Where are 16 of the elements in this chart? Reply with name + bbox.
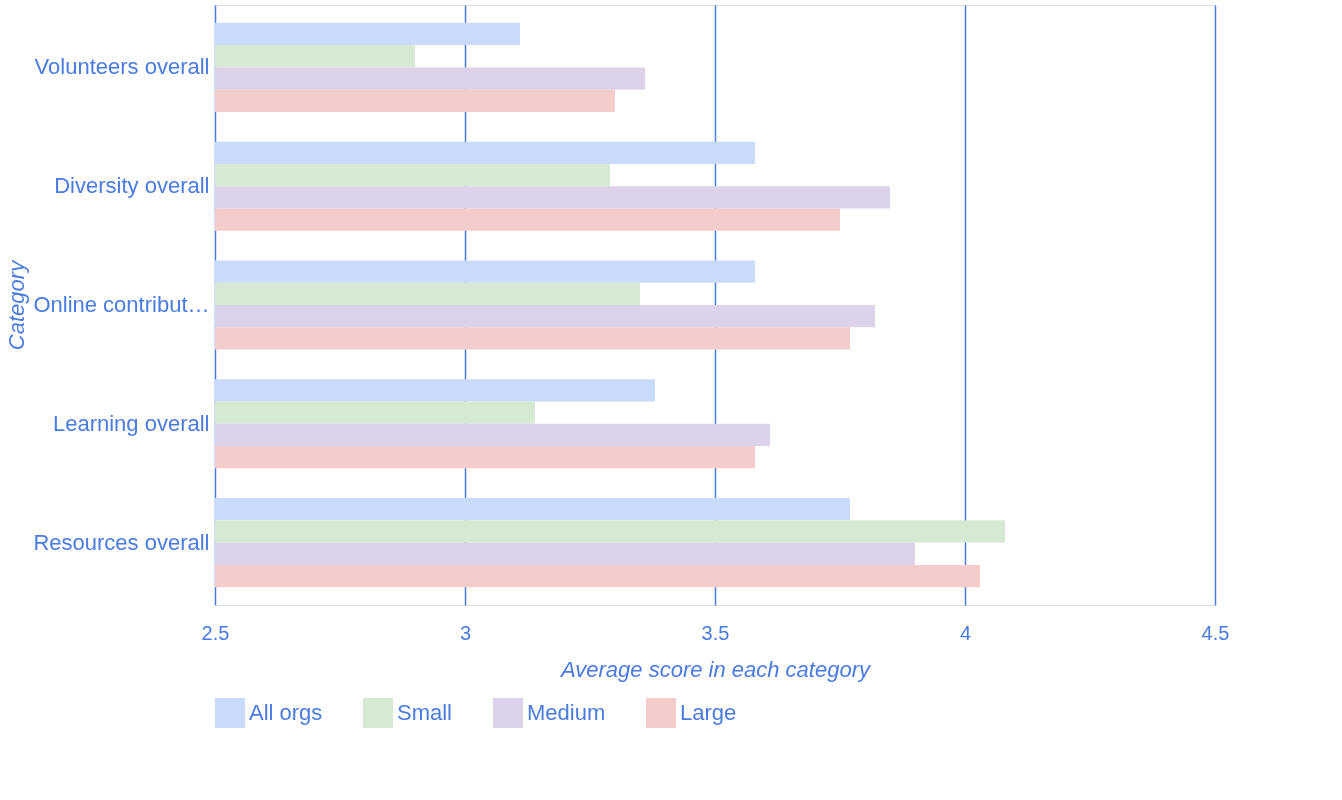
legend-label: Medium xyxy=(527,700,606,725)
legend-label: All orgs xyxy=(249,700,323,725)
y-tick-label: Diversity overall xyxy=(54,173,210,199)
legend-label: Small xyxy=(397,700,453,725)
x-tick-label: 3 xyxy=(459,621,472,644)
y-tick-label: Online contribut… xyxy=(33,292,210,317)
y-tick-label: Resources overall xyxy=(33,529,210,555)
x-tick-label: 2.5 xyxy=(201,621,230,644)
y-tick-label: Learning overall xyxy=(52,410,210,436)
x-axis-title: Average score in each category xyxy=(559,656,872,682)
x-tick-label: 3.5 xyxy=(701,621,730,644)
legend-label: Large xyxy=(680,700,737,725)
y-tick-label: Volunteers overall xyxy=(34,54,210,80)
y-axis-title: Category xyxy=(4,258,30,351)
x-tick-label: 4.5 xyxy=(1201,621,1230,644)
x-tick-label: 4 xyxy=(959,621,972,644)
